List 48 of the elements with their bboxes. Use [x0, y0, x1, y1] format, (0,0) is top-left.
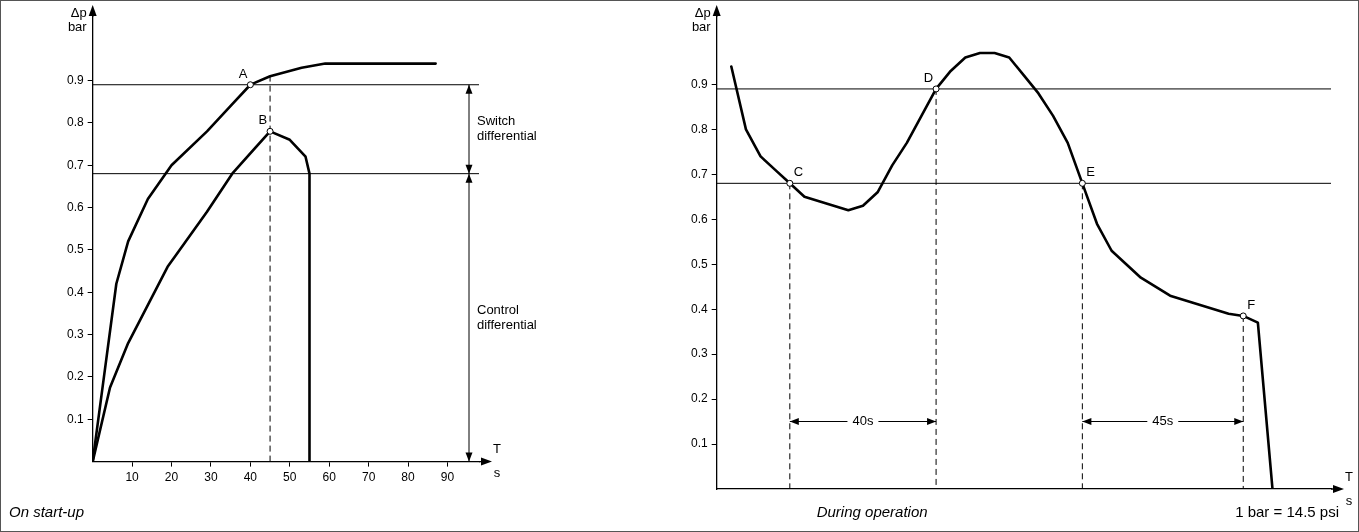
y-tick-label: 0.2 [66, 369, 84, 384]
text: 1 bar = 14.5 psi [1235, 503, 1339, 521]
y-tick-label: 0.6 [66, 199, 84, 214]
text: During operation [816, 503, 928, 521]
x-axis-title: T s [1345, 468, 1354, 508]
annotation: A [238, 65, 248, 81]
x-tick-label: 90 [440, 470, 455, 485]
point [786, 179, 794, 187]
y-tick-label: 0.1 [66, 411, 84, 426]
y-tick-label: 0.5 [66, 242, 84, 257]
y-tick-label: 0.6 [690, 211, 708, 226]
x-tick-label: 30 [204, 470, 218, 485]
annotation: F [1247, 297, 1256, 313]
annotation: C [793, 164, 804, 180]
y-tick-label: 0.4 [690, 301, 708, 316]
y-tick-label: 0.8 [66, 115, 84, 130]
y-axis-title: Δp bar [67, 4, 88, 34]
x-tick-label: 20 [164, 470, 179, 485]
x-tick-label: 80 [401, 470, 416, 485]
y-tick-label: 0.3 [66, 326, 84, 341]
point [1239, 312, 1247, 320]
point [1078, 179, 1086, 187]
annotation: E [1086, 164, 1096, 180]
annotation: B [258, 112, 268, 128]
x-tick-label: 50 [283, 470, 297, 485]
annotation: Switch differential [477, 113, 537, 144]
y-axis-title: Δp bar [691, 4, 712, 34]
y-tick-label: 0.1 [690, 436, 708, 451]
annotation: D [923, 70, 934, 85]
point [932, 85, 940, 93]
x-tick-label: 10 [125, 470, 140, 485]
annotation: 40s [852, 413, 874, 429]
y-tick-label: 0.7 [66, 157, 84, 172]
y-tick-label: 0.2 [690, 391, 708, 406]
y-tick-label: 0.8 [690, 121, 708, 136]
text: On start-up [9, 503, 85, 521]
y-tick-label: 0.5 [690, 256, 708, 271]
x-axis-title: T s [493, 441, 502, 481]
y-tick-label: 0.3 [690, 346, 708, 361]
y-tick-label: 0.7 [690, 166, 708, 181]
annotation: Control differential [477, 301, 537, 332]
y-tick-label: 0.9 [66, 72, 84, 87]
x-tick-label: 60 [322, 470, 337, 485]
y-tick-label: 0.9 [690, 76, 708, 91]
x-tick-label: 40 [243, 470, 258, 485]
annotation: 45s [1152, 413, 1174, 429]
y-tick-label: 0.4 [66, 284, 84, 299]
x-tick-label: 70 [361, 470, 376, 485]
